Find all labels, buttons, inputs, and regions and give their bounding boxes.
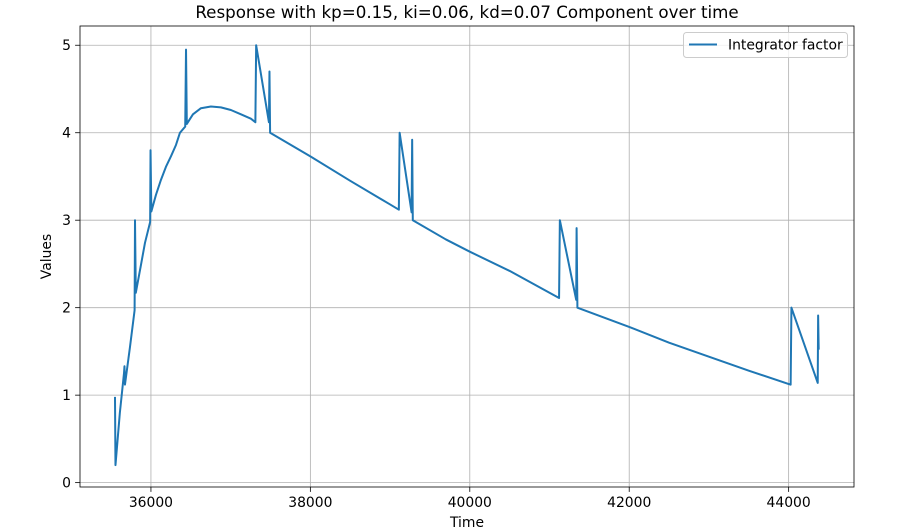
x-tick-label: 36000 xyxy=(129,495,173,511)
legend: Integrator factor xyxy=(683,32,848,58)
x-axis: 36000 38000 40000 42000 44000 xyxy=(129,487,811,511)
y-axis: 0 1 2 3 4 5 xyxy=(62,38,80,492)
legend-frame xyxy=(683,32,848,58)
x-tick-label: 40000 xyxy=(448,495,492,511)
y-tick-label: 2 xyxy=(62,301,71,317)
x-tick-label: 44000 xyxy=(767,495,811,511)
x-tick-label: 42000 xyxy=(607,495,651,511)
axes-frame xyxy=(79,25,855,488)
y-tick-label: 0 xyxy=(62,476,71,492)
y-tick-label: 1 xyxy=(62,388,71,404)
y-tick-label: 4 xyxy=(62,126,71,142)
x-axis-label: Time xyxy=(449,515,484,529)
y-tick-label: 3 xyxy=(62,213,71,229)
chart-title: Response with kp=0.15, ki=0.06, kd=0.07 … xyxy=(195,2,738,22)
series-layer xyxy=(113,44,820,467)
y-tick-label: 5 xyxy=(62,38,71,54)
y-axis-label: Values xyxy=(39,234,55,279)
legend-label-integrator-factor: Integrator factor xyxy=(728,38,843,54)
x-tick-label: 38000 xyxy=(288,495,332,511)
series-line-integrator-factor xyxy=(113,44,820,467)
